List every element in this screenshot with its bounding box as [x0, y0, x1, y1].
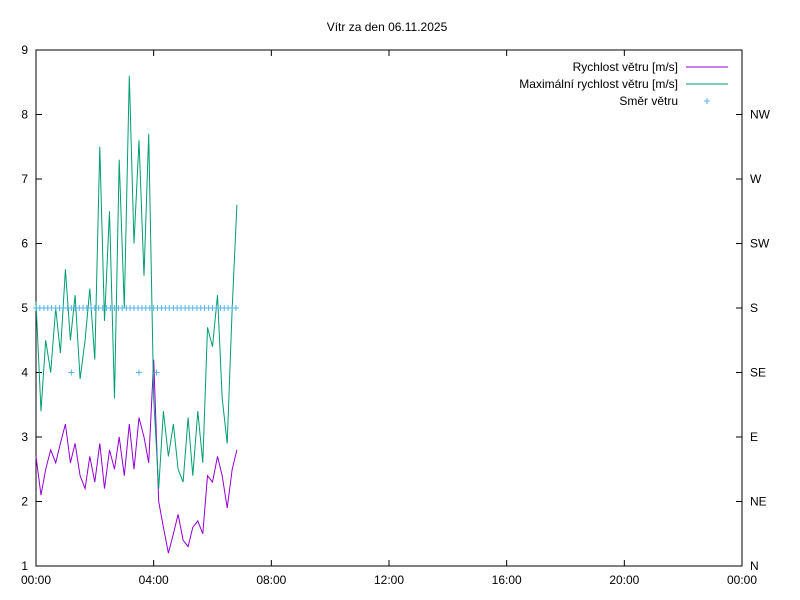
y2-tick-label: SE: [750, 366, 766, 380]
chart-title: Vítr za den 06.11.2025: [327, 20, 448, 34]
y2-tick-label: SW: [750, 237, 770, 251]
y-tick-label: 7: [21, 172, 28, 186]
y2-tick-label: NW: [750, 108, 771, 122]
y-tick-label: 8: [21, 108, 28, 122]
x-tick-label: 00:00: [727, 573, 757, 587]
y-tick-label: 2: [21, 495, 28, 509]
y2-tick-label: NE: [750, 495, 767, 509]
y-tick-label: 6: [21, 237, 28, 251]
y2-tick-label: W: [750, 172, 762, 186]
x-tick-label: 08:00: [256, 573, 286, 587]
x-tick-label: 04:00: [139, 573, 169, 587]
y2-tick-label: S: [750, 301, 758, 315]
direction-point: [135, 369, 142, 376]
y-tick-label: 5: [21, 301, 28, 315]
y-tick-label: 3: [21, 430, 28, 444]
y-tick-label: 4: [21, 366, 28, 380]
x-tick-label: 00:00: [21, 573, 51, 587]
legend-label: Maximální rychlost větru [m/s]: [519, 77, 678, 91]
legend: Rychlost větru [m/s] Maximální rychlost v…: [519, 60, 728, 108]
x-tick-label: 16:00: [492, 573, 522, 587]
direction-point: [233, 305, 240, 311]
x-tick-label: 12:00: [374, 573, 404, 587]
legend-label: Rychlost větru [m/s]: [573, 60, 678, 74]
y-tick-label: 9: [21, 43, 28, 57]
direction-point: [68, 369, 75, 376]
y2-tick-label: N: [750, 559, 759, 573]
axes-layer: 1 2 3 4 5 6 7 8 9 N NE E SE S SW W NW 00:00 04:00 08:00 12:0…: [21, 43, 771, 587]
direction-point: [153, 369, 160, 376]
series-line-0: [35, 359, 238, 554]
plot-layer: [33, 75, 240, 554]
y2-tick-label: E: [750, 430, 758, 444]
x-tick-label: 20:00: [609, 573, 639, 587]
legend-label: Směr větru: [619, 94, 678, 108]
y-tick-label: 1: [21, 559, 28, 573]
series-line-1: [35, 75, 238, 489]
